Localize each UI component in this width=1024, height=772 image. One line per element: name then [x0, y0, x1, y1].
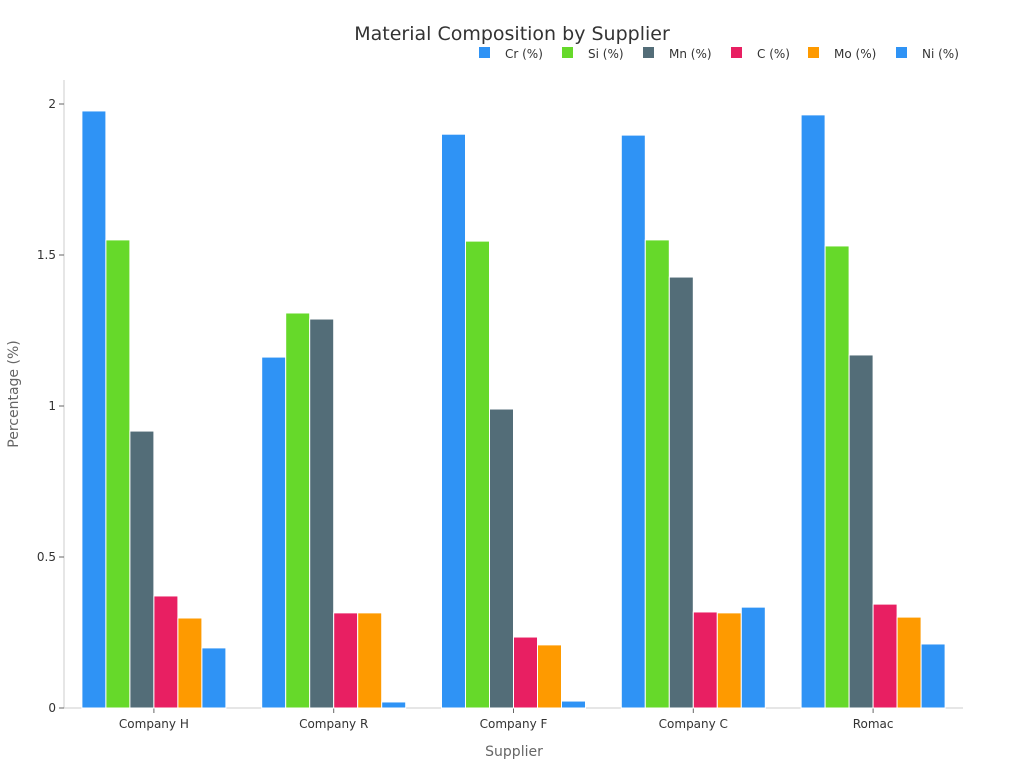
legend-swatch: [643, 47, 654, 58]
chart-title: Material Composition by Supplier: [354, 23, 670, 45]
bar: [824, 245, 850, 709]
y-tick-label: 1.5: [37, 248, 56, 262]
bar: [333, 612, 359, 709]
legend-label: C (%): [757, 47, 790, 61]
x-tick-label: Company C: [659, 717, 728, 731]
bar: [309, 318, 335, 709]
bar: [129, 430, 155, 709]
bar: [465, 240, 490, 709]
bar: [81, 110, 107, 709]
y-tick-label: 2: [48, 97, 56, 111]
bar: [692, 611, 718, 709]
bar: [620, 134, 646, 709]
legend-label: Ni (%): [922, 47, 959, 61]
bar: [668, 276, 694, 709]
x-tick-label: Company R: [299, 717, 368, 731]
bar: [644, 239, 670, 709]
legend-label: Si (%): [588, 47, 624, 61]
legend-label: Cr (%): [505, 47, 543, 61]
legend-label: Mn (%): [669, 47, 712, 61]
bar: [872, 603, 898, 709]
bar: [489, 408, 514, 709]
bar: [357, 612, 383, 709]
y-tick-label: 0: [48, 701, 56, 715]
bar: [848, 354, 874, 709]
x-tick-label: Romac: [853, 717, 894, 731]
bar: [561, 700, 586, 709]
x-axis-label: Supplier: [485, 744, 543, 760]
legend-swatch: [479, 47, 490, 58]
bar: [800, 114, 826, 709]
bar: [537, 644, 562, 709]
bar: [513, 636, 538, 709]
legend-swatch: [808, 47, 819, 58]
bar: [381, 701, 407, 709]
legend-swatch: [731, 47, 742, 58]
bar: [920, 643, 946, 709]
bar: [441, 133, 466, 709]
bar: [153, 595, 179, 709]
legend-swatch: [896, 47, 907, 58]
y-tick-label: 1: [48, 399, 56, 413]
x-tick-label: Company H: [119, 717, 189, 731]
y-axis-label: Percentage (%): [6, 340, 22, 447]
legend-label: Mo (%): [834, 47, 876, 61]
bar: [896, 616, 922, 709]
bar: [261, 356, 287, 709]
bar: [105, 239, 131, 709]
bar: [177, 617, 203, 709]
bar: [716, 612, 742, 709]
bar: [740, 606, 766, 709]
x-tick-label: Company F: [480, 717, 548, 731]
bar: [285, 312, 311, 709]
bar: [201, 647, 227, 709]
legend-swatch: [562, 47, 573, 58]
y-tick-label: 0.5: [37, 550, 56, 564]
